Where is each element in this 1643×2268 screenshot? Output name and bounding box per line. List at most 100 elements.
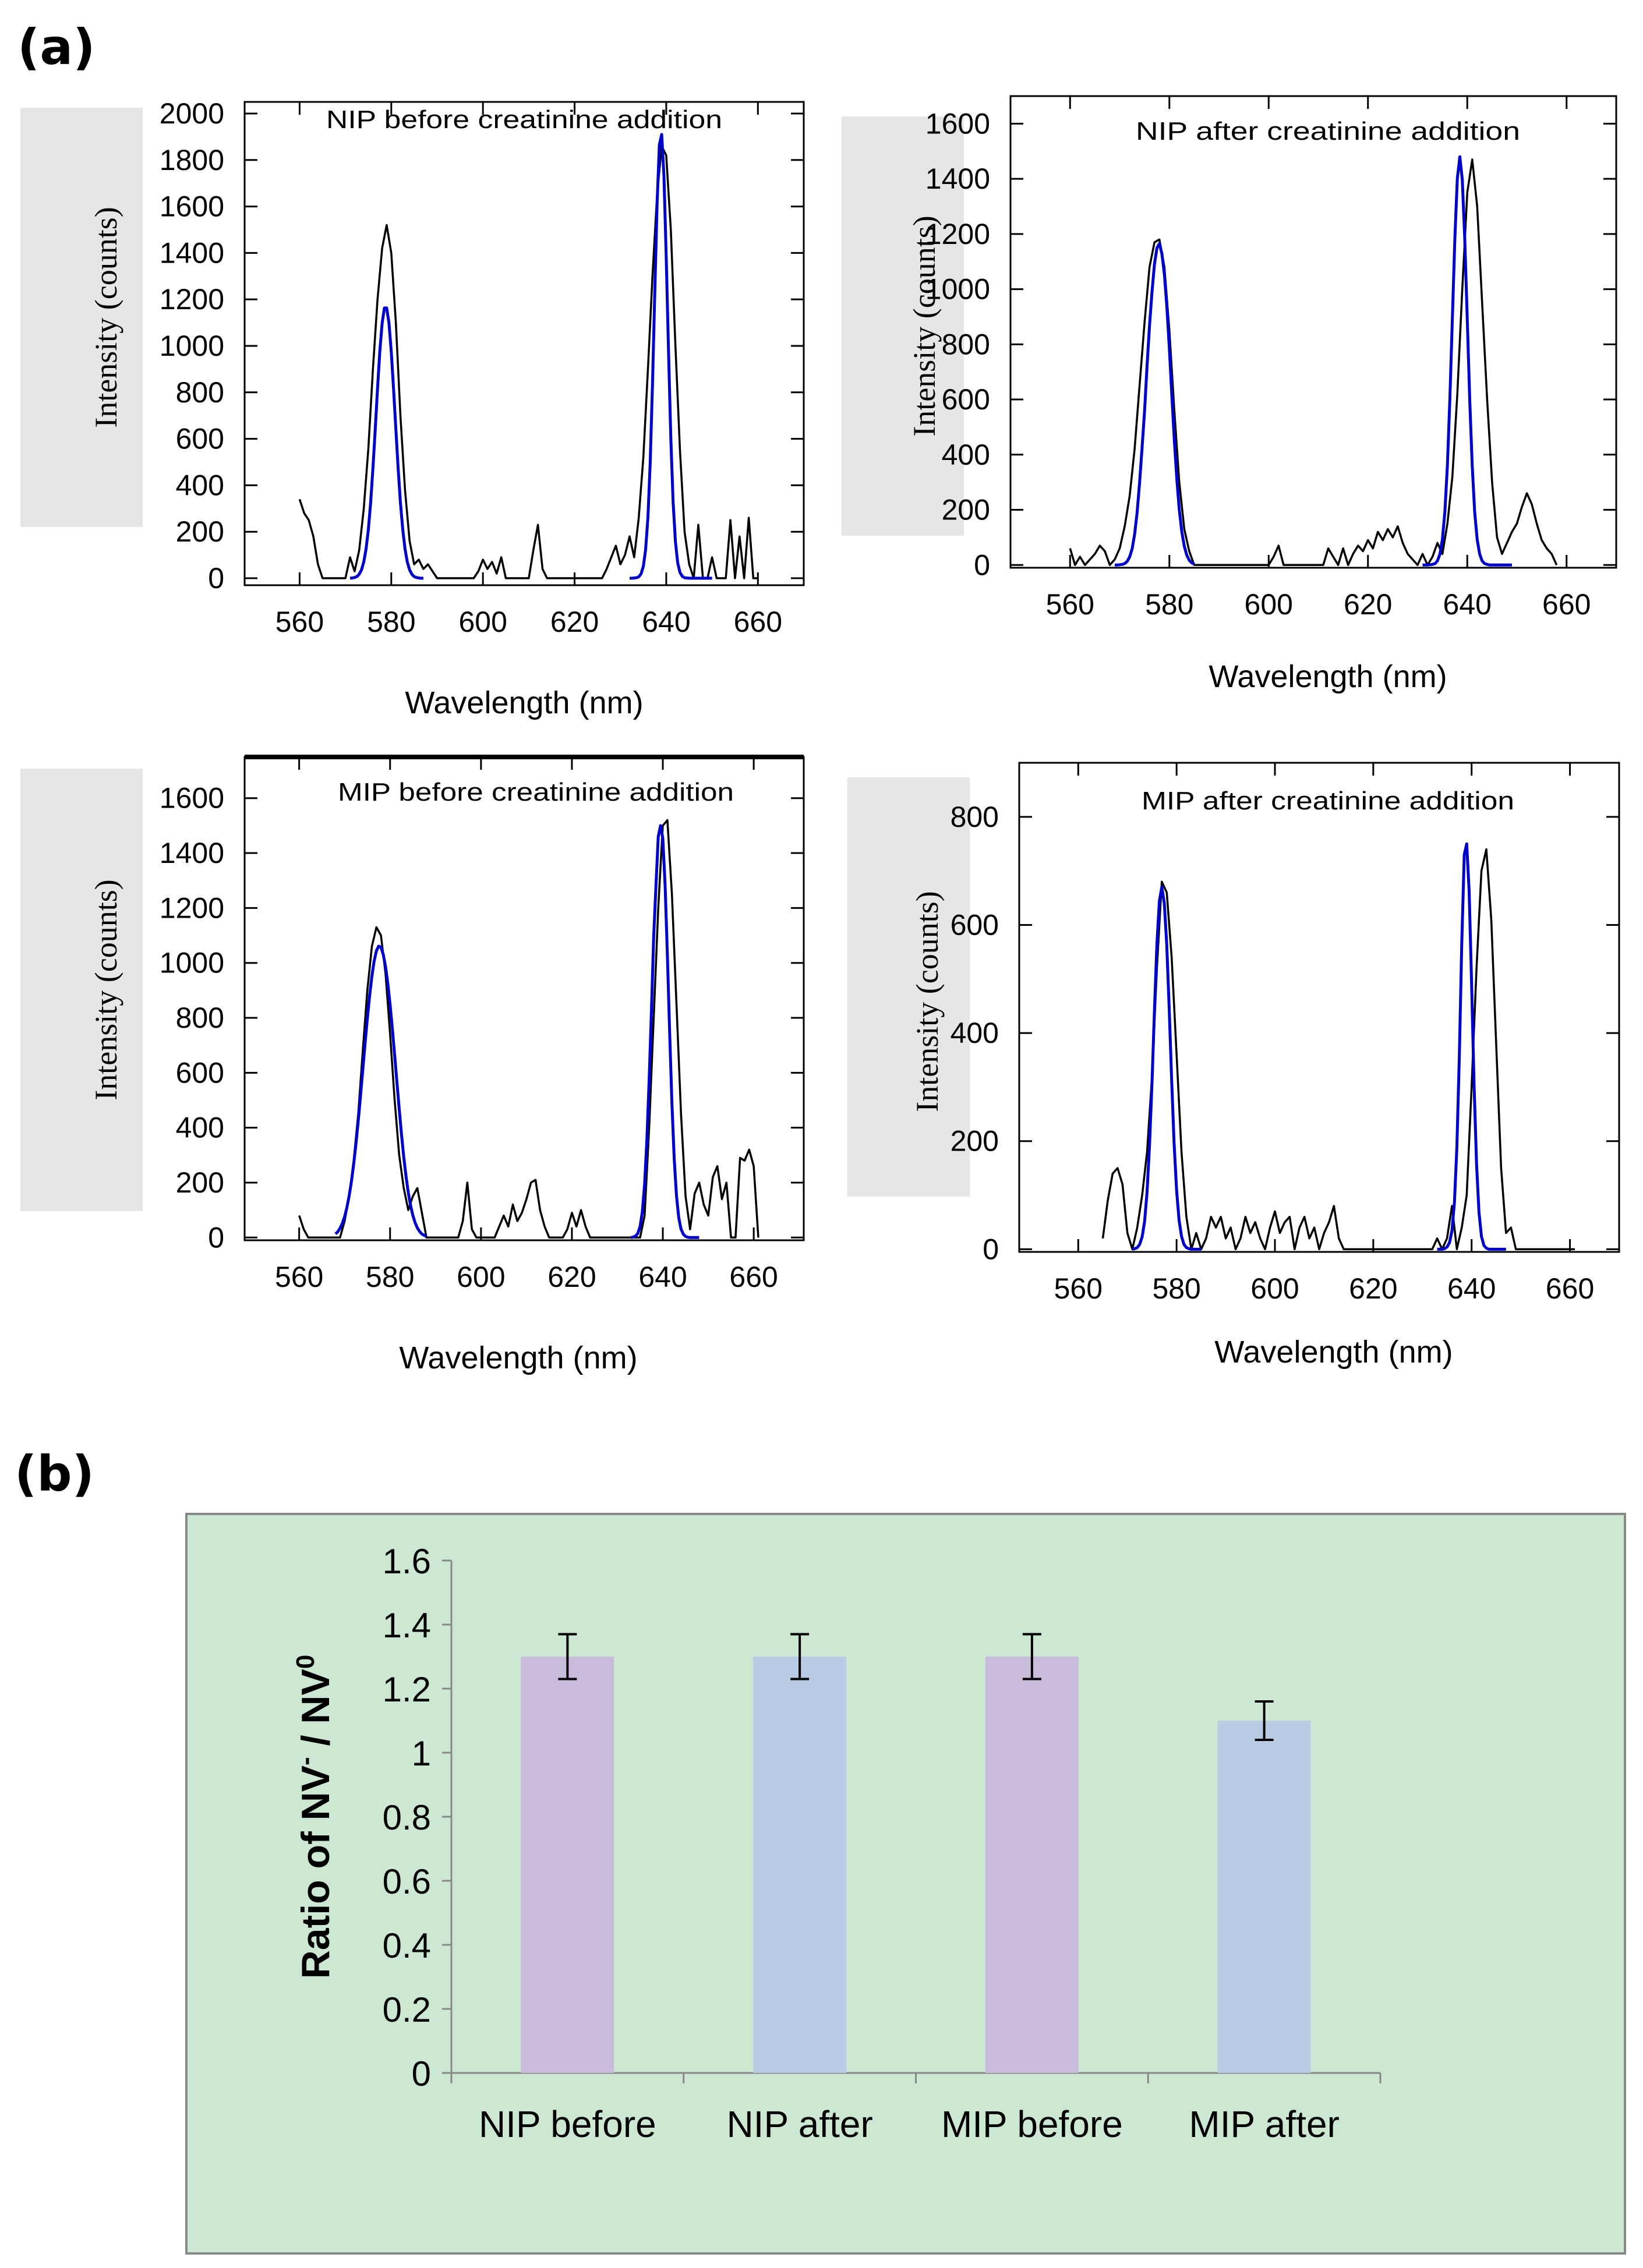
x-tick-label: 560 [1054,1272,1103,1305]
x-tick-label: 580 [1145,588,1193,621]
ylabel-background [847,777,970,1197]
x-tick-label: 600 [1245,588,1293,621]
ylabel-background [20,769,143,1211]
x-tick-label: 640 [638,1261,687,1293]
y-axis-label: Intensity (counts) [910,891,945,1112]
ratio-bar-chart: 0 0.2 0.4 0.6 0.8 1 1.2 1.4 1.6 NIP before NIP af… [185,1513,1626,2255]
category-label: NIP before [479,2103,656,2145]
y-tick-label: 1400 [925,162,990,195]
y-tick-label: 1.6 [383,1542,431,1581]
x-tick-label: 600 [458,606,507,638]
y-axis-label-middle: / NV [294,1669,338,1757]
x-tick-label: 620 [1344,588,1392,621]
y-tick-label: 600 [176,1056,224,1089]
y-tick-label: 200 [951,1125,999,1158]
y-tick-label: 200 [176,1166,224,1199]
y-axis-label-superscript-1: - [291,1757,320,1765]
y-tick-label: 0 [974,549,990,581]
ylabel-background [842,116,964,536]
fit-trace [334,824,699,1239]
y-tick-label: 400 [176,469,224,501]
spectrum-traces [1101,842,1575,1251]
y-tick-label: 600 [951,908,999,941]
y-axis-label-superscript-2: 0 [291,1655,320,1669]
raw-spectrum-trace [1101,848,1575,1251]
y-axis-label: Intensity (counts) [907,215,942,436]
y-tick-label: 1800 [160,144,224,176]
y-tick-label: 1 [412,1734,431,1773]
raw-spectrum-trace [298,145,758,579]
y-tick-label: 0 [412,2054,431,2093]
y-tick-label: 1.2 [383,1670,431,1709]
y-axis-label: Intensity (counts) [89,879,123,1100]
chart-title: MIP after creatinine addition [1142,787,1514,815]
panel-b-label: (b) [15,1445,94,1502]
y-tick-label: 1400 [160,837,224,869]
spectrum-chart-mip-before: 560 580 600 620 640 660 0 200 400 600 800 1000 1200 1… [20,755,805,1375]
chart-background [185,1513,1626,2255]
y-tick-label: 0 [208,1221,224,1254]
x-tick-label: 620 [550,606,599,638]
y-tick-label: 1200 [160,891,224,924]
plot-frame [243,101,805,586]
y-tick-label: 0.8 [383,1798,431,1837]
category-labels: NIP before NIP after MIP before MIP after [479,2103,1340,2145]
raw-spectrum-trace [1069,158,1558,567]
x-tick-label: 560 [1046,588,1094,621]
category-label: MIP before [941,2103,1123,2145]
y-tick-label: 800 [176,376,224,409]
y-tick-label: 0.2 [383,1990,431,2029]
spectrum-chart-nip-after: 560 580 600 620 640 660 0 200 400 600 800 1000 1200 1… [842,95,1617,694]
x-tick-label: 640 [642,606,690,638]
bar [753,1657,847,2073]
y-tick-label: 800 [942,328,990,360]
y-tick-label: 400 [942,438,990,471]
plot-frame [1009,95,1617,569]
x-tick-label: 580 [1152,1272,1200,1305]
x-tick-label: 640 [1443,588,1492,621]
y-tick-label: 1400 [160,236,224,269]
fit-trace [1115,155,1512,567]
y-tick-label: 1600 [160,782,224,815]
chart-title: MIP before creatinine addition [338,778,734,806]
spectrum-chart-nip-before: 560 580 600 620 640 660 0 200 400 600 800 1000 1200 1… [20,97,805,720]
y-tick-label: 400 [951,1017,999,1049]
x-tick-label: 580 [367,606,415,638]
y-tick-label: 600 [176,423,224,455]
y-axis-label: Ratio of NV- / NV0 [291,1655,338,1979]
spectrum-traces [298,819,759,1239]
y-tick-label: 0 [208,562,224,595]
spectrum-chart-mip-after: 560 580 600 620 640 660 0 200 400 600 800 MIP afte… [847,762,1620,1370]
y-tick-label: 2000 [160,97,224,130]
x-tick-label: 640 [1447,1272,1496,1305]
panel-a-label: (a) [17,19,95,76]
x-tick-label: 580 [366,1261,414,1293]
chart-title: NIP before creatinine addition [326,105,722,134]
error-bars [558,1633,1274,1741]
x-tick-label: 600 [1250,1272,1299,1305]
x-tick-label: 660 [729,1261,778,1293]
x-tick-label: 600 [457,1261,505,1293]
x-axis-ticks [450,2073,1381,2083]
y-tick-label: 0.6 [383,1862,431,1901]
y-tick-label: 1200 [160,283,224,316]
fit-trace [1132,842,1506,1251]
y-tick-label: 800 [176,1002,224,1034]
x-axis-label: Wavelength (nm) [405,685,643,720]
axis-ticks: 560 580 600 620 640 660 0 200 400 600 800 1000 1200 1… [925,96,1616,621]
y-tick-label: 400 [176,1112,224,1144]
x-tick-label: 560 [275,1261,323,1293]
y-tick-label: 600 [942,383,990,416]
y-tick-label: 1000 [160,330,224,362]
raw-spectrum-trace [298,819,759,1239]
y-tick-label: 200 [176,515,224,548]
bar [985,1657,1079,2073]
category-label: NIP after [726,2103,872,2145]
y-tick-label: 200 [942,494,990,526]
category-label: MIP after [1189,2103,1339,2145]
x-tick-label: 660 [734,606,782,638]
spectrum-traces [1069,155,1558,567]
y-tick-label: 1600 [160,190,224,223]
y-tick-label: 0 [983,1233,999,1265]
axis-ticks: 560 580 600 620 640 660 0 200 400 600 800 1000 1200 1… [160,757,804,1293]
